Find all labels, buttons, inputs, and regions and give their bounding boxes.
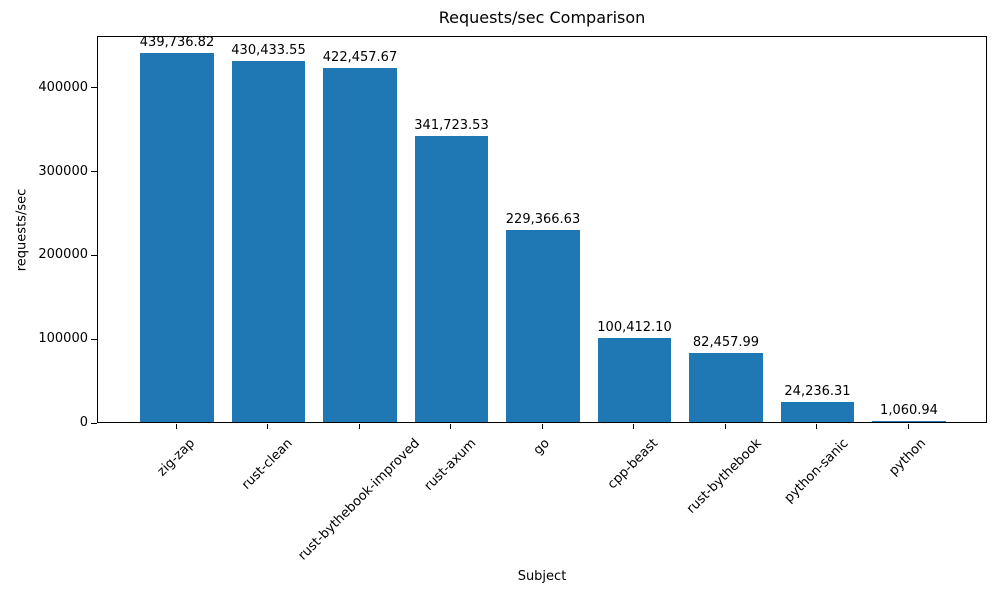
y-tick-label: 0 [79, 415, 88, 430]
y-tick-label: 200000 [38, 247, 88, 262]
y-tick-mark [91, 255, 97, 256]
bar-value-label: 430,433.55 [231, 43, 306, 59]
bar-value-label: 24,236.31 [784, 383, 851, 399]
bar [780, 401, 855, 422]
x-tick-label: rust-bythebook [684, 436, 766, 517]
bar [689, 352, 763, 422]
bar-value-label: 229,366.63 [505, 211, 581, 227]
y-tick-mark [91, 171, 97, 172]
y-tick-mark [91, 339, 97, 340]
bar [140, 53, 214, 422]
bar-value-label: 422,457.67 [322, 49, 398, 65]
bar [231, 61, 306, 422]
bar [597, 337, 672, 422]
x-tick-mark [725, 424, 726, 429]
x-tick-mark [633, 424, 634, 429]
bar-value-label: 100,412.10 [597, 319, 672, 335]
bar [414, 135, 489, 422]
x-tick-label: cpp-beast [605, 436, 662, 493]
x-tick-label: python-sanic [781, 436, 852, 506]
plot-area: 439,736.82 430,433.55 422,457.67 341,723.53… [97, 35, 987, 423]
y-tick-label: 400000 [38, 80, 88, 95]
y-tick-mark [91, 87, 97, 88]
x-tick-mark [359, 424, 360, 429]
x-tick-mark [267, 424, 268, 429]
x-tick-label: go [530, 436, 553, 459]
bar-value-label: 82,457.99 [692, 334, 760, 350]
y-tick-label: 300000 [38, 164, 88, 179]
x-tick-mark [542, 424, 543, 429]
x-tick-label: rust-axum [421, 436, 479, 494]
y-tick-mark [91, 423, 97, 424]
x-tick-label: zig-zap [154, 436, 198, 480]
bar [872, 421, 946, 422]
x-axis-label: Subject [517, 569, 567, 584]
x-tick-mark [450, 424, 451, 429]
bar-value-label: 439,736.82 [139, 35, 215, 51]
y-tick-label: 100000 [38, 331, 88, 346]
bar-value-label: 341,723.53 [414, 117, 489, 133]
bar-value-label: 1,060.94 [880, 403, 938, 418]
x-tick-mark [816, 424, 817, 429]
bar [506, 229, 580, 422]
x-tick-mark [176, 424, 177, 429]
bar [323, 67, 397, 422]
x-tick-mark [908, 424, 909, 429]
chart-title: Requests/sec Comparison [438, 8, 646, 27]
x-tick-label: rust-bythebook-improved [295, 436, 423, 564]
x-tick-label: python [886, 436, 930, 479]
x-tick-label: rust-clean [238, 436, 296, 493]
